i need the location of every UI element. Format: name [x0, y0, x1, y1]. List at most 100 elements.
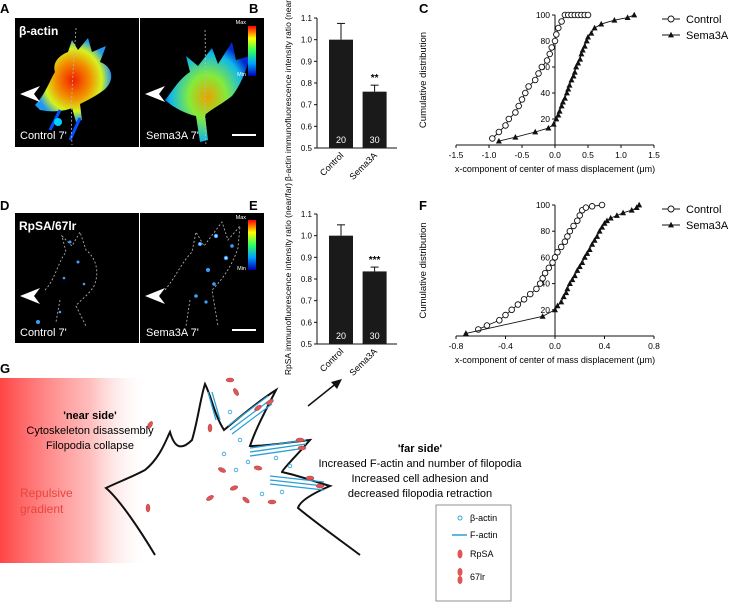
data-point-control [561, 238, 569, 245]
data-point-sema3a [620, 209, 627, 216]
caption-control: Control 7' [20, 327, 67, 339]
y-tick-label: 0.8 [301, 79, 313, 88]
data-point-sema3a [603, 217, 610, 224]
data-point-control [558, 18, 565, 25]
beta-actin-icon [457, 515, 463, 521]
scale-max-label: Max [236, 20, 247, 26]
stain-label: β-actin [19, 24, 58, 38]
bar-chart-b: 0.5 0.6 0.7 0.8 0.9 1.0 1.1 20 Control 30 Sema3A **… [283, 0, 397, 182]
data-point-sema3a [577, 56, 584, 62]
x-tick-label: 0.8 [648, 341, 660, 351]
data-point-sema3a [579, 46, 586, 53]
significance-label: ** [371, 73, 379, 84]
rpsa-receptors [145, 377, 325, 513]
growth-cone-control-beta-actin [35, 38, 112, 122]
data-point-sema3a [563, 89, 570, 96]
legend-label: Control [686, 14, 721, 26]
y-tick-label: 60 [541, 252, 551, 262]
caption-sema3a: Sema3A 7' [146, 130, 199, 142]
data-point-sema3a [628, 207, 635, 213]
y-tick-label: 60 [541, 62, 551, 72]
y-tick-label: 1.1 [301, 14, 313, 23]
data-point-sema3a [545, 124, 552, 131]
data-point-control [502, 311, 509, 319]
data-point-control [489, 135, 496, 142]
data-point-sema3a [591, 237, 598, 243]
data-point-sema3a [584, 250, 591, 256]
x-tick-label: 0.0 [549, 341, 561, 351]
data-point-sema3a [581, 254, 588, 260]
data-point-sema3a [611, 17, 618, 23]
y-axis-title: Cumulative distribution [418, 32, 429, 128]
data-point-sema3a [607, 214, 614, 221]
x-tick-label: 0.0 [549, 150, 561, 160]
gradient-label-1: Repulsive [20, 486, 73, 500]
panel-letter-a: A [0, 1, 10, 16]
scale-min-label: Min [237, 72, 246, 78]
data-point-control [564, 233, 571, 240]
data-point-control [538, 63, 546, 71]
near-side-line2: Filopodia collapse [46, 440, 134, 452]
bar-chart-e: 0.5 0.6 0.7 0.8 0.9 1.0 1.1 20 Control 30 Sema3A **… [283, 183, 397, 378]
heat-scale-bar [248, 220, 256, 270]
legend-factin: F-actin [470, 530, 498, 540]
cone-outline-dash [44, 230, 98, 327]
y-axis-title: Cumulative distribution [418, 222, 429, 318]
data-point-sema3a [588, 30, 595, 36]
data-point-sema3a [636, 201, 643, 208]
caption-sema3a: Sema3A 7' [146, 327, 199, 339]
far-side-title: 'far side' [398, 443, 443, 455]
data-point-control [515, 102, 522, 110]
n-label: 20 [336, 135, 346, 145]
y-axis-title: RpSA immunofluorescence intensity ratio … [283, 183, 293, 375]
data-point-sema3a [462, 330, 469, 336]
data-point-control [549, 259, 556, 266]
factin-bundles [207, 391, 325, 491]
data-point-sema3a [563, 289, 570, 296]
data-point-control [518, 96, 526, 103]
data-point-sema3a [571, 272, 578, 279]
data-point-sema3a [566, 82, 573, 88]
data-point-control [520, 296, 528, 303]
rpsa-icon [457, 549, 463, 559]
data-point-control [576, 212, 584, 219]
data-point-sema3a [512, 134, 519, 140]
y-tick-label: 0.7 [301, 297, 313, 306]
data-point-control [483, 322, 491, 329]
line-chart-f: -0.8 -0.4 0.0 0.4 0.8 20 40 60 80 100 x-component … [418, 200, 729, 365]
legend-label: Sema3A (**) [686, 220, 729, 232]
legend-marker-control [667, 15, 675, 23]
arrowhead-icon [20, 86, 40, 102]
data-point-sema3a [553, 115, 560, 122]
heat-scale-bar [248, 26, 256, 76]
panel-letter-f: F [419, 198, 427, 213]
near-side-line1: Cytoskeleton disassembly [26, 425, 154, 437]
y-tick-label: 1.1 [301, 210, 313, 219]
arrowhead-icon [20, 288, 40, 304]
n-label: 30 [370, 135, 380, 145]
line-chart-c: -1.5 -1.0 -0.5 0.0 0.5 1.0 1.5 20 40 60 80 100 x-com… [418, 10, 729, 174]
data-point-sema3a [555, 111, 562, 118]
category-label: Control [318, 150, 346, 178]
data-point-sema3a [558, 298, 565, 305]
series-line-1 [465, 204, 640, 334]
data-point-sema3a [495, 137, 502, 144]
repulsive-gradient-area [0, 378, 150, 563]
far-side-line2: Increased cell adhesion and [352, 473, 489, 485]
far-side-line1: Increased F-actin and number of filopodi… [318, 458, 522, 470]
data-point-control [553, 31, 560, 38]
category-label: Control [318, 346, 346, 374]
y-tick-label: 1.0 [301, 36, 313, 45]
data-point-control [557, 243, 565, 251]
data-point-sema3a [594, 233, 601, 239]
y-tick-label: 20 [541, 305, 551, 315]
bar-sema3a [362, 271, 387, 344]
x-tick-label: 1.5 [648, 150, 660, 160]
data-point-sema3a [532, 128, 539, 135]
bar-sema3a [362, 91, 387, 148]
data-point-control [514, 301, 522, 308]
x-tick-label: 1.0 [615, 150, 627, 160]
data-point-control [548, 44, 555, 51]
panel-letter-d: D [0, 198, 9, 213]
beta-actin-particles [221, 409, 293, 497]
